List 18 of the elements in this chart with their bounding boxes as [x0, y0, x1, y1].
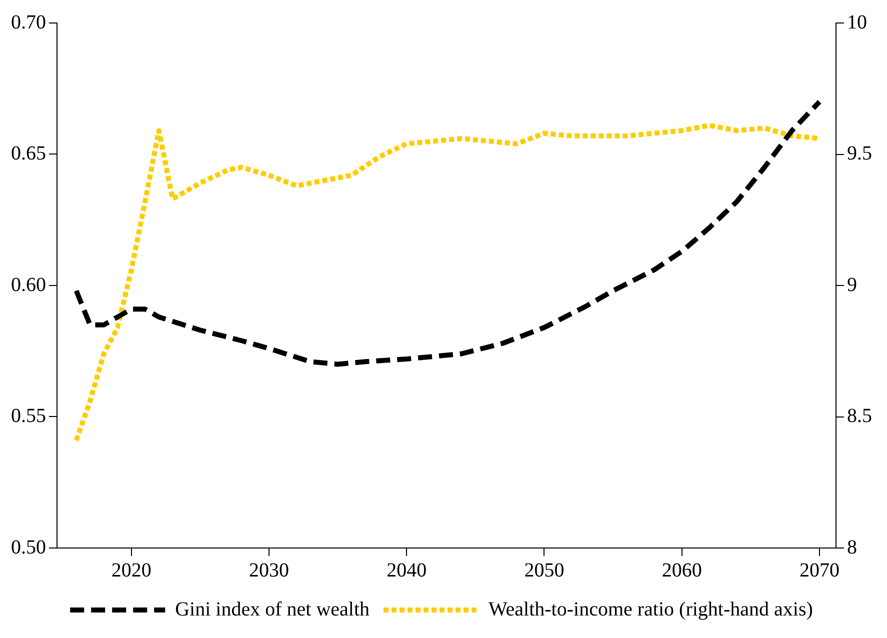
legend-label: Gini index of net wealth — [175, 598, 370, 620]
y-tick-label: 0.60 — [11, 274, 46, 296]
y-tick-label: 0.50 — [11, 536, 46, 558]
y-tick-label: 0.70 — [11, 11, 46, 34]
y2-tick-label: 9.5 — [847, 142, 872, 164]
y-tick-label: 0.65 — [11, 142, 46, 164]
x-tick-label: 2050 — [524, 559, 564, 582]
y-tick-label: 0.55 — [11, 405, 46, 427]
y2-tick-label: 8.5 — [847, 405, 872, 427]
x-tick-label: 2030 — [248, 559, 289, 582]
y2-tick-label: 9 — [847, 274, 857, 296]
x-tick-label: 2060 — [662, 559, 702, 582]
x-tick-label: 2070 — [799, 559, 840, 582]
x-tick-label: 2020 — [111, 559, 152, 582]
x-tick-label: 2040 — [386, 559, 427, 582]
legend-label: Wealth-to-income ratio (right-hand axis) — [488, 598, 813, 620]
y2-tick-label: 8 — [847, 536, 857, 558]
y2-tick-label: 10 — [847, 11, 867, 34]
